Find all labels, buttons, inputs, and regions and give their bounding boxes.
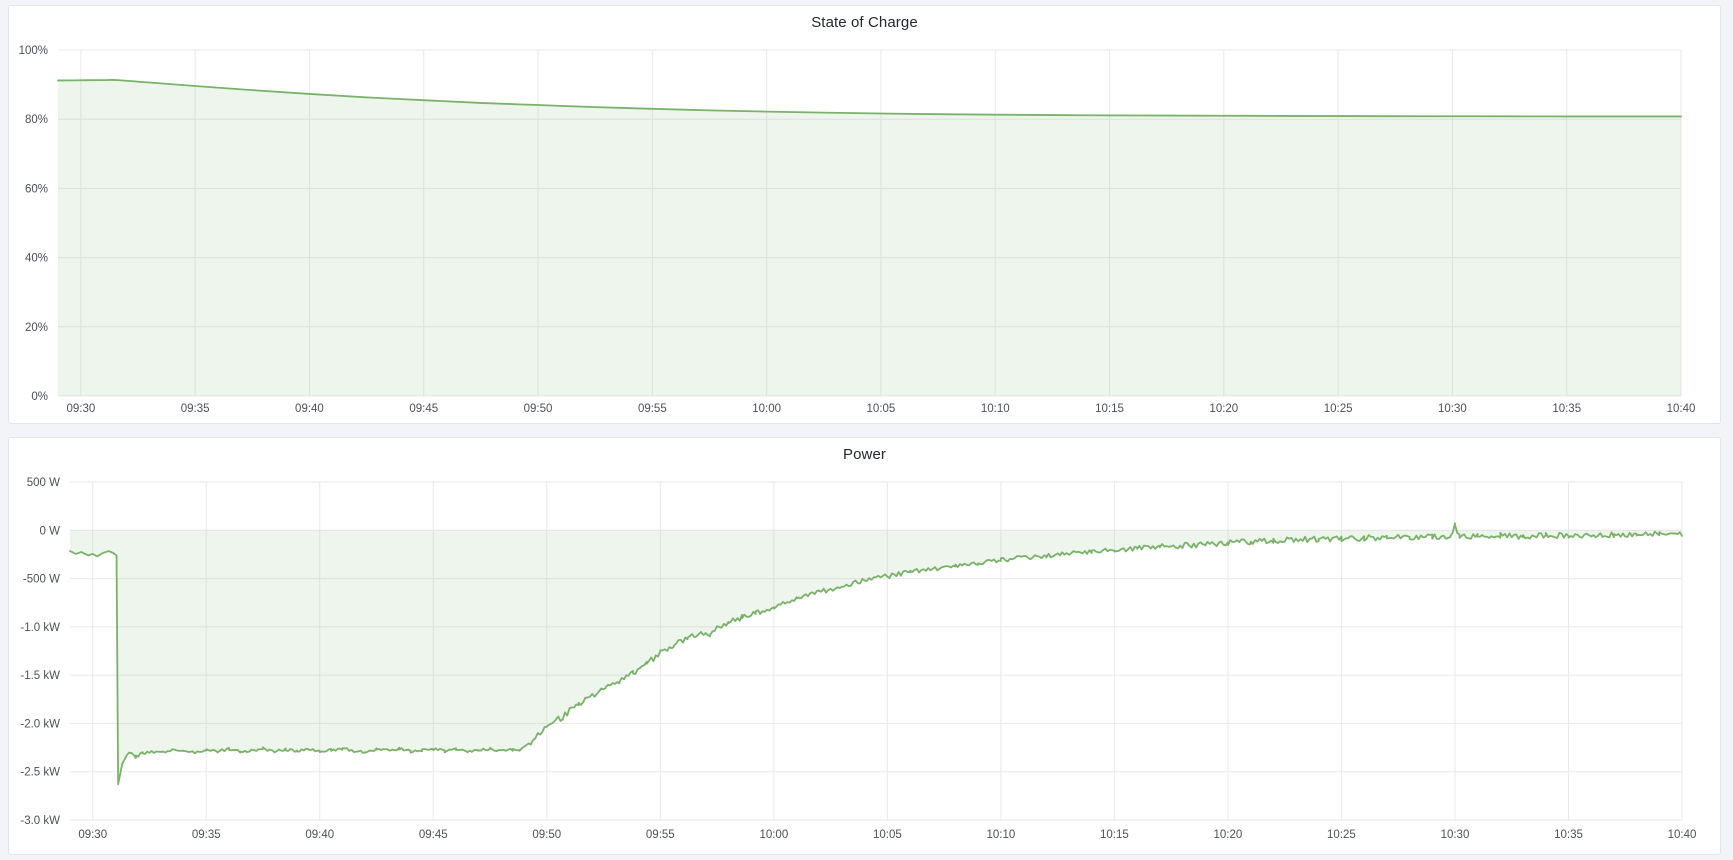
y-tick-label: -1.0 kW [20,622,60,634]
x-tick-label: 09:30 [66,403,95,415]
y-tick-label: 100% [19,45,48,57]
x-tick-label: 10:30 [1438,403,1467,415]
series-line [69,522,1683,786]
x-tick-label: 09:40 [305,829,334,841]
x-tick-label: 09:40 [295,403,324,415]
x-tick-label: 09:55 [638,403,667,415]
y-tick-label: -3.0 kW [20,815,60,827]
panel-title-power: Power [842,446,887,463]
state-of-charge-chart-canvas[interactable]: 0% 20% 40% 60% 80% 100% 09:30 09:35 09:40 09:45 09… [9,6,1720,423]
x-tick-label: 10:20 [1209,403,1238,415]
x-tick-label: 10:15 [1100,829,1129,841]
x-tick-label: 10:35 [1554,829,1583,841]
y-tick-label: 20% [25,322,48,334]
power-chart-canvas[interactable]: 500 W 0 W -500 W -1.0 kW -1.5 kW -2.0 kW -2.5 … [9,438,1720,854]
series-line [57,79,1682,118]
x-tick-label: 09:50 [532,829,561,841]
x-tick-label: 10:05 [867,403,896,415]
x-tick-label: 10:10 [986,829,1015,841]
y-tick-label: -1.5 kW [20,670,60,682]
x-tick-label: 09:45 [409,403,438,415]
y-tick-label: 60% [25,183,48,195]
x-tick-label: 10:40 [1667,403,1696,415]
y-tick-label: 80% [25,114,48,126]
panel-title-state-of-charge: State of Charge [811,14,918,31]
y-tick-label: 0 W [40,525,61,537]
x-tick-label: 10:40 [1668,829,1697,841]
x-tick-label: 10:35 [1552,403,1581,415]
series-area-fill [58,79,1681,396]
state-of-charge-panel: State of Charge 0% 20% 40% 60% 80% 100% 09:30 0… [8,5,1721,424]
y-tick-label: 0% [31,391,48,403]
x-tick-label: 10:00 [759,829,788,841]
x-tick-label: 09:35 [192,829,221,841]
y-tick-label: 500 W [27,477,60,489]
y-tick-label: -2.5 kW [20,767,60,779]
power-panel: Power 500 W 0 W -500 W -1.0 kW -1.5 kW -2.0 k… [8,437,1721,855]
y-tick-label: -500 W [23,574,60,586]
x-tick-label: 10:05 [873,829,902,841]
x-tick-label: 09:30 [78,829,107,841]
x-tick-label: 09:55 [646,829,675,841]
x-tick-label: 10:25 [1327,829,1356,841]
y-tick-label: -2.0 kW [20,718,60,730]
x-tick-label: 09:35 [181,403,210,415]
x-tick-label: 10:10 [981,403,1010,415]
x-tick-label: 09:45 [419,829,448,841]
x-tick-label: 10:00 [752,403,781,415]
series-area-fill [70,523,1682,785]
x-tick-label: 10:30 [1441,829,1470,841]
x-tick-label: 10:15 [1095,403,1124,415]
x-tick-label: 10:20 [1214,829,1243,841]
y-tick-label: 40% [25,253,48,265]
x-tick-label: 09:50 [524,403,553,415]
x-tick-label: 10:25 [1324,403,1353,415]
